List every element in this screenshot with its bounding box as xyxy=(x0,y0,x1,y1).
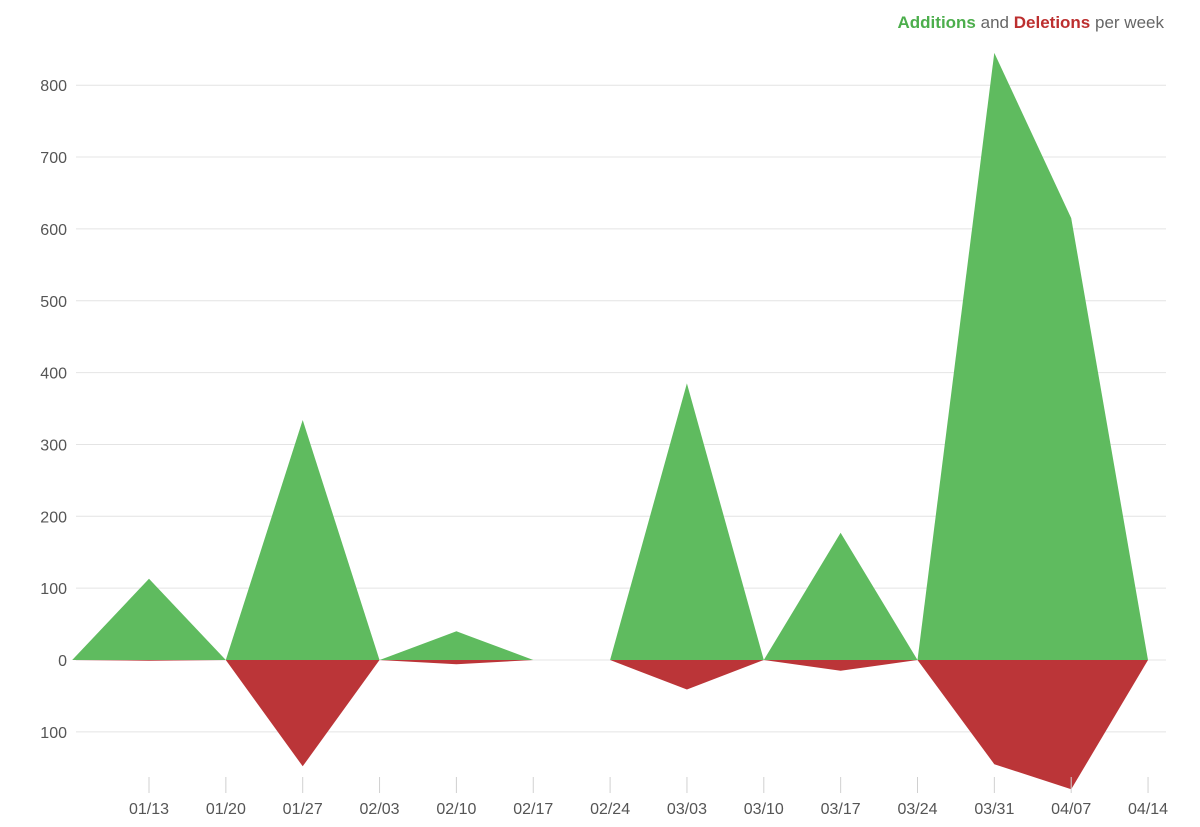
legend-and-text: and xyxy=(980,13,1010,32)
deletions-area-segment xyxy=(763,660,918,671)
y-tick-label: 100 xyxy=(40,581,67,598)
x-axis: 01/13 01/20 01/27 02/03 02/10 02/17 02/24 03/03… xyxy=(129,777,1168,818)
x-tick-label: 03/31 xyxy=(974,801,1014,818)
y-tick-label: 400 xyxy=(40,366,67,383)
area-layer xyxy=(72,52,1148,790)
additions-area-segment xyxy=(379,631,534,660)
x-tick-label: 01/13 xyxy=(129,801,169,818)
x-tick-label: 01/27 xyxy=(283,801,323,818)
x-tick-label: 02/03 xyxy=(360,801,400,818)
x-tick-label: 04/07 xyxy=(1051,801,1091,818)
additions-area-segment xyxy=(763,532,918,660)
x-tick-label: 03/10 xyxy=(744,801,784,818)
y-tick-label: 200 xyxy=(40,509,67,526)
y-tick-label: 600 xyxy=(40,222,67,239)
legend-additions-label: Additions xyxy=(897,13,976,32)
y-tick-label: 500 xyxy=(40,294,67,311)
y-tick-label: 800 xyxy=(40,78,67,95)
x-tick-label: 03/03 xyxy=(667,801,707,818)
y-axis: 800 700 600 500 400 300 200 100 0 100 xyxy=(40,78,67,742)
additions-area-segment xyxy=(72,578,226,660)
y-tick-label: 0 xyxy=(58,653,67,670)
x-tick-label: 04/14 xyxy=(1128,801,1168,818)
additions-area-segment xyxy=(225,420,380,660)
deletions-area-segment xyxy=(917,660,1148,790)
chart-legend: Additions and Deletions per week xyxy=(898,13,1164,33)
additions-area-segment xyxy=(610,383,764,660)
y-tick-label: 700 xyxy=(40,150,67,167)
deletions-area-segment xyxy=(610,660,764,690)
legend-deletions-label: Deletions xyxy=(1013,13,1091,32)
additions-area-segment xyxy=(917,52,1148,660)
x-tick-label: 02/24 xyxy=(590,801,630,818)
legend-suffix-text: per week xyxy=(1095,13,1164,32)
deletions-area-segment xyxy=(379,660,534,665)
y-tick-label: 300 xyxy=(40,437,67,454)
deletions-area-segment xyxy=(72,660,226,661)
x-tick-label: 02/10 xyxy=(436,801,476,818)
x-tick-label: 02/17 xyxy=(513,801,553,818)
x-tick-label: 03/17 xyxy=(821,801,861,818)
y-tick-label: 100 xyxy=(40,725,67,742)
deletions-area-segment xyxy=(225,660,380,767)
x-tick-label: 01/20 xyxy=(206,801,246,818)
x-tick-label: 03/24 xyxy=(897,801,937,818)
